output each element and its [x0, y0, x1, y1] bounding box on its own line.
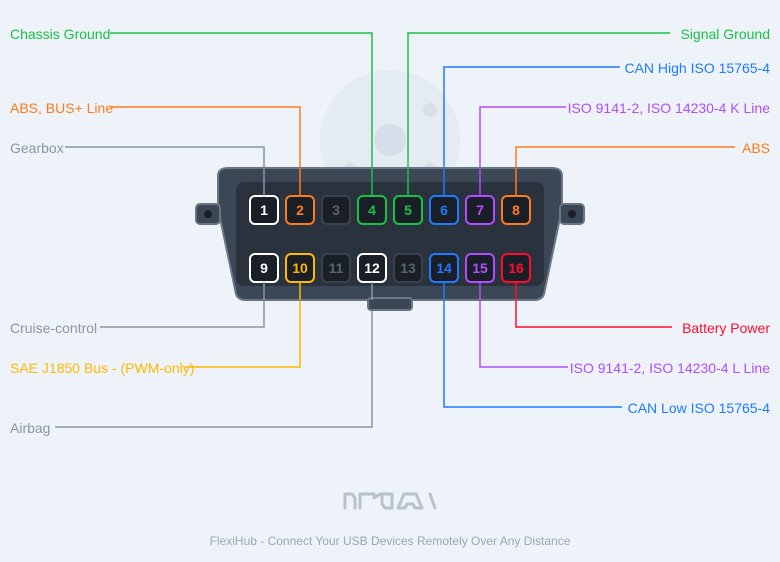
label-can-high: CAN High ISO 15765-4: [624, 60, 770, 76]
pin-16-number: 16: [508, 260, 524, 276]
label-can-low: CAN Low ISO 15765-4: [628, 400, 770, 416]
label-abs-bus: ABS, BUS+ Line: [10, 100, 113, 116]
pin-9-number: 9: [260, 260, 268, 276]
leader-airbag: [55, 282, 372, 427]
pin-7-number: 7: [476, 202, 484, 218]
label-abs: ABS: [742, 140, 770, 156]
pin-2-number: 2: [296, 202, 304, 218]
label-signal-ground: Signal Ground: [680, 26, 770, 42]
obd2-pinout-diagram: 12345678910111213141516 Chassis GroundAB…: [0, 0, 780, 562]
label-airbag: Airbag: [10, 420, 50, 436]
kia-logo: [342, 488, 438, 514]
pin-15-number: 15: [472, 260, 488, 276]
pin-8-number: 8: [512, 202, 520, 218]
label-kline: ISO 9141-2, ISO 14230-4 K Line: [568, 100, 770, 116]
pin-5-number: 5: [404, 202, 412, 218]
pin-4-number: 4: [368, 202, 376, 218]
connector-face: [236, 182, 544, 286]
pin-11-number: 11: [329, 260, 344, 276]
label-chassis-ground: Chassis Ground: [10, 26, 110, 42]
pin-14-number: 14: [436, 260, 452, 276]
pin-1-number: 1: [260, 202, 268, 218]
pin-6-number: 6: [440, 202, 448, 218]
label-lline: ISO 9141-2, ISO 14230-4 L Line: [570, 360, 770, 376]
pin-10-number: 10: [292, 260, 308, 276]
label-batt: Battery Power: [682, 320, 770, 336]
label-gearbox: Gearbox: [10, 140, 64, 156]
label-sae: SAE J1850 Bus - (PWM-only): [10, 360, 194, 376]
diagram-svg: 12345678910111213141516: [0, 0, 780, 562]
pin-13-number: 13: [400, 260, 416, 276]
tagline: FlexiHub - Connect Your USB Devices Remo…: [0, 534, 780, 548]
label-cruise: Cruise-control: [10, 320, 97, 336]
pin-3-number: 3: [332, 202, 340, 218]
pin-12-number: 12: [364, 260, 380, 276]
